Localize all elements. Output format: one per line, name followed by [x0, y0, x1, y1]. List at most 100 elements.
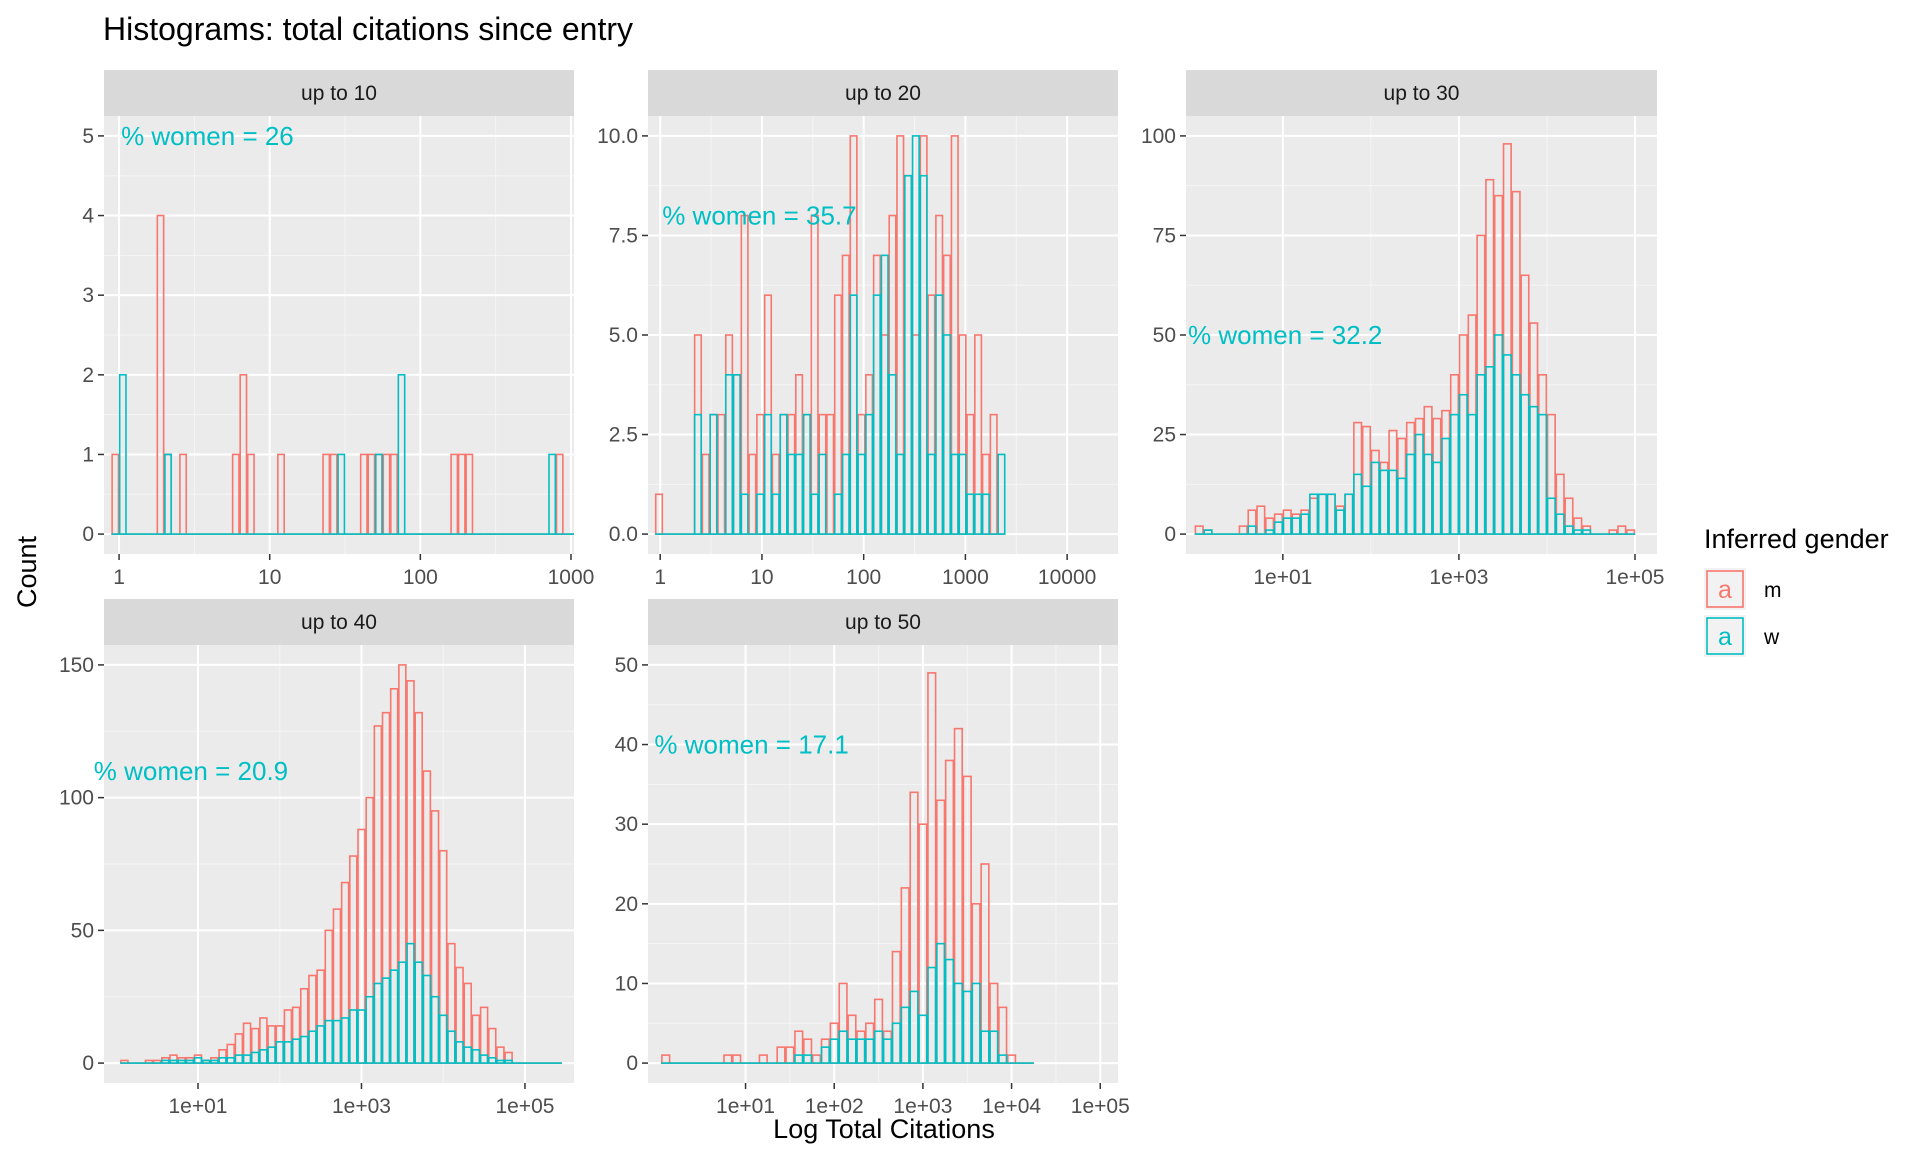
bar-w: [374, 453, 383, 535]
y-tick-label: 5.0: [609, 324, 638, 347]
bar-w: [1326, 493, 1336, 535]
x-tick-label: 1e+04: [982, 1095, 1041, 1118]
bars: [654, 135, 1006, 535]
bar-w: [1485, 366, 1495, 535]
bar-w: [1502, 354, 1512, 535]
bar-w: [1265, 529, 1275, 535]
bar-w: [283, 1041, 293, 1064]
bar-w: [732, 374, 741, 535]
x-tick-label: 100: [846, 566, 881, 589]
bar-w: [829, 1038, 839, 1064]
bar-w: [919, 174, 928, 535]
facet-strip-label: up to 50: [845, 611, 921, 634]
bar-w: [918, 1014, 928, 1064]
bar-w: [880, 254, 889, 535]
y-tick-label: 0: [82, 1052, 94, 1075]
bar-w: [185, 1059, 195, 1064]
bar-w: [802, 1054, 813, 1064]
y-tick-label: 150: [59, 654, 94, 677]
bar-w: [234, 1054, 244, 1064]
bar-w: [438, 1014, 448, 1064]
bar-w: [259, 1049, 268, 1064]
bar-w: [794, 1054, 804, 1064]
x-axis-title: Log Total Citations: [773, 1114, 995, 1144]
x-tick-label: 1e+05: [495, 1095, 554, 1118]
bar-w: [406, 942, 415, 1064]
y-tick-label: 20: [615, 893, 638, 916]
bar-w: [927, 966, 937, 1064]
bar-w: [847, 1038, 857, 1064]
bar-w: [479, 1054, 489, 1064]
legend: Inferred gender a m a w: [1704, 524, 1889, 657]
bar-w: [818, 453, 827, 535]
bar-w: [903, 174, 913, 535]
bar-w: [332, 1019, 342, 1064]
y-tick-label: 25: [1153, 424, 1176, 447]
bar-w: [935, 294, 944, 535]
bar-w: [291, 1038, 301, 1064]
x-tick-label: 1e+05: [1605, 566, 1664, 589]
bar-w: [1273, 521, 1284, 535]
bar-w: [966, 493, 975, 535]
x-tick-label: 1e+03: [332, 1095, 391, 1118]
bar-w: [1397, 477, 1407, 535]
bar-w: [693, 413, 703, 535]
bar-w: [802, 413, 811, 535]
bar-w: [927, 453, 936, 535]
bar-w: [849, 294, 858, 535]
bar-w: [1564, 525, 1574, 535]
legend-title: Inferred gender: [1704, 524, 1889, 554]
women-percentage-annotation: % women = 35.7: [662, 201, 856, 231]
bars: [120, 664, 562, 1064]
legend-key: [1704, 615, 1746, 657]
x-tick-label: 1e+03: [893, 1095, 952, 1118]
legend-key-glyph: a: [1718, 576, 1732, 604]
bar-w: [373, 982, 383, 1064]
bar-w: [1344, 493, 1354, 535]
x-tick-label: 1000: [942, 566, 989, 589]
bar-w: [381, 977, 391, 1064]
bar-w: [324, 1019, 334, 1064]
bar-w: [177, 1059, 186, 1064]
bar-w: [724, 374, 734, 535]
bar-w: [1423, 453, 1433, 535]
bar-w: [337, 453, 346, 535]
bar-w: [169, 1059, 178, 1064]
bar-w: [771, 493, 780, 535]
facet-strip: [648, 70, 1118, 116]
facet-panel: up to 50 0 10 20 30 40 50 1e+01 1e+02 1e+03 1e+04 1…: [615, 599, 1130, 1118]
y-tick-label: 7.5: [609, 224, 638, 247]
bar-w: [787, 453, 796, 535]
bar-w: [810, 493, 819, 535]
bar-w: [389, 969, 399, 1064]
bar-w: [1529, 405, 1539, 535]
bar-w: [422, 974, 432, 1064]
y-tick-label: 0: [1164, 523, 1176, 546]
bar-w: [504, 1059, 513, 1064]
y-tick-label: 100: [59, 787, 94, 810]
bar-w: [1353, 473, 1363, 535]
bar-w: [779, 413, 788, 535]
bar-w: [953, 982, 964, 1064]
bar-w: [900, 1006, 910, 1064]
bar-w: [872, 294, 882, 535]
y-tick-label: 1: [82, 443, 94, 466]
bar-w: [891, 1022, 901, 1064]
bar-w: [763, 413, 773, 535]
bar-w: [998, 1054, 1008, 1064]
bar-w: [447, 1030, 456, 1064]
bar-w: [942, 334, 952, 535]
facet-strip-label: up to 40: [301, 611, 377, 634]
bar-w: [308, 1030, 317, 1064]
bar-w: [841, 453, 850, 535]
x-tick-label: 1e+02: [805, 1095, 864, 1118]
bar-w: [1335, 509, 1345, 535]
y-tick-label: 2.5: [609, 424, 638, 447]
bar-w: [1370, 461, 1380, 535]
legend-key-box: [1706, 570, 1744, 608]
bar-w: [1203, 529, 1213, 535]
women-percentage-annotation: % women = 20.9: [94, 756, 288, 786]
bar-w: [1309, 493, 1319, 535]
bar-w: [1405, 453, 1416, 535]
